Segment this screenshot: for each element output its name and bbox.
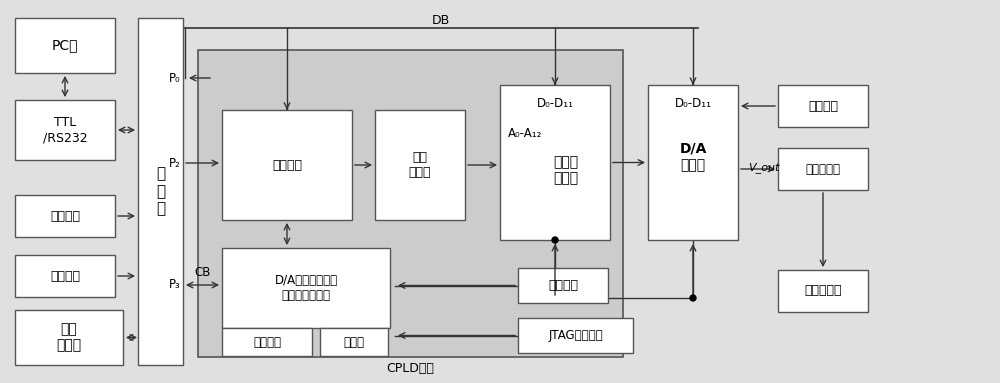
Bar: [518, 268, 608, 303]
Text: PC机: PC机: [52, 39, 78, 52]
Text: D/A转换、存储器
及其它控制逻辑: D/A转换、存储器 及其它控制逻辑: [274, 274, 338, 302]
Bar: [222, 248, 390, 328]
Text: 分频器: 分频器: [344, 336, 364, 349]
Text: 参考电压: 参考电压: [808, 100, 838, 113]
Bar: [518, 318, 633, 353]
Text: A₀-A₁₂: A₀-A₁₂: [508, 126, 542, 139]
Bar: [138, 18, 183, 365]
Text: D/A
转换器: D/A 转换器: [679, 142, 707, 172]
Text: DB: DB: [431, 13, 450, 26]
Text: 单
片
机: 单 片 机: [156, 167, 165, 216]
Text: D₀-D₁₁: D₀-D₁₁: [674, 97, 712, 110]
Text: CB: CB: [194, 267, 211, 280]
Bar: [778, 270, 868, 312]
Bar: [778, 148, 868, 190]
Bar: [15, 255, 115, 297]
Bar: [15, 195, 115, 237]
Bar: [375, 110, 465, 220]
Text: 接口模块: 接口模块: [272, 159, 302, 172]
Text: P₃: P₃: [169, 278, 181, 291]
Bar: [648, 85, 738, 240]
Text: P₂: P₂: [169, 157, 181, 170]
Text: TTL
/RS232: TTL /RS232: [43, 116, 87, 144]
Text: 低通滤波器: 低通滤波器: [806, 162, 840, 175]
Bar: [320, 328, 388, 356]
Text: CPLD模块: CPLD模块: [387, 362, 434, 375]
Text: 液晶
触摸屏: 液晶 触摸屏: [56, 322, 82, 353]
Text: 有源晶振: 有源晶振: [548, 279, 578, 292]
Bar: [778, 85, 868, 127]
Text: 功率放大器: 功率放大器: [804, 285, 842, 298]
Text: JTAG下载电路: JTAG下载电路: [548, 329, 603, 342]
Bar: [222, 328, 312, 356]
Bar: [15, 310, 123, 365]
Text: 控制模块: 控制模块: [253, 336, 281, 349]
Text: V_out: V_out: [748, 162, 780, 173]
Text: 波形表
存储器: 波形表 存储器: [553, 155, 579, 185]
Bar: [500, 85, 610, 240]
Circle shape: [552, 237, 558, 243]
Text: 时钟电路: 时钟电路: [50, 210, 80, 223]
Text: 相位
累加器: 相位 累加器: [409, 151, 431, 179]
Bar: [222, 110, 352, 220]
Bar: [198, 50, 623, 357]
Bar: [15, 100, 115, 160]
Bar: [15, 18, 115, 73]
Circle shape: [690, 295, 696, 301]
Text: D₀-D₁₁: D₀-D₁₁: [536, 97, 574, 110]
Text: 复位电路: 复位电路: [50, 270, 80, 283]
Text: P₀: P₀: [169, 72, 181, 85]
